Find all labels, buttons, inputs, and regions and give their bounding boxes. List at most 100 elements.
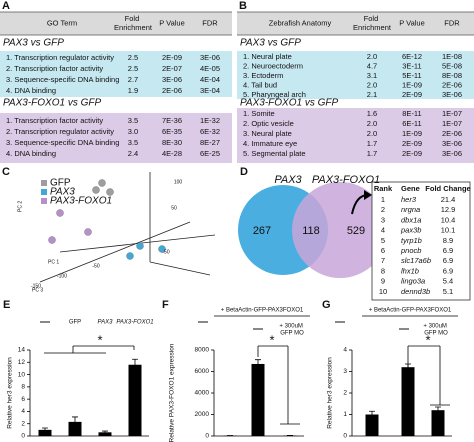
axis-label: PC 3 (32, 287, 43, 293)
row-name: 1. Neural plate (243, 52, 292, 61)
table-cell: 2.4 (128, 149, 138, 158)
row-name: 1. Somite (243, 109, 275, 118)
table-cell: 6E-35 (162, 127, 182, 136)
table-cell: 5E-08 (442, 61, 462, 70)
category-label: PAX3 (98, 320, 114, 326)
table-cell: 10 (379, 287, 387, 296)
table-cell: 8E-08 (442, 71, 462, 80)
legend-label: PAX3-FOXO1 (50, 196, 112, 207)
row-name: 3. Ectoderm (243, 71, 283, 80)
section-box (0, 113, 232, 163)
table-cell: 6.9 (443, 266, 453, 275)
y-tick-label: 2 (21, 420, 25, 427)
column-header: Fold Enrichment (114, 14, 153, 32)
section-title: PAX3-FOXO1 vs GFP (240, 98, 338, 109)
bar (251, 363, 265, 436)
panel-label: C (2, 166, 10, 178)
legend-label: GFP (50, 178, 71, 189)
significance-mark: * (425, 332, 430, 347)
y-axis-label: Relative her3 expression (327, 357, 334, 429)
bar (431, 410, 445, 436)
panel-label: D (240, 166, 248, 178)
table-cell: 2 (381, 205, 385, 214)
panel-label: E (3, 299, 10, 311)
table-cell: slc17a6b (401, 256, 431, 265)
row-name: 2. Optic vesicle (243, 119, 294, 128)
row-name: 1. Transcription regulator activity (6, 53, 114, 62)
category-label: + 300uM GFP MO (423, 323, 448, 336)
column-header: Gene (401, 184, 420, 193)
error-bar (42, 427, 48, 432)
table-cell: 3E-04 (200, 86, 220, 95)
error-bar (369, 410, 375, 418)
table-cell: dennd3b (401, 287, 430, 296)
axis-tick-label: -150 (31, 283, 41, 289)
table-cell: 2E-09 (162, 53, 182, 62)
section-box (0, 51, 232, 97)
set-label: PAX3-FOXO1 (312, 174, 380, 186)
table-cell: 9 (381, 277, 385, 286)
table-cell: 8E-11 (402, 109, 421, 118)
row-name: 4. Immature eye (243, 139, 297, 148)
table-cell: 1.7 (367, 139, 377, 148)
axis-tick-label: -50 (92, 263, 99, 269)
column-header: Rank (374, 184, 393, 193)
y-tick-label: 4000 (195, 390, 210, 397)
table-cell: 2E-09 (402, 149, 422, 158)
panel-label: G (322, 299, 331, 311)
table-cell: 1 (381, 195, 385, 204)
y-tick-label: 0 (21, 433, 25, 440)
error-bar (132, 358, 138, 371)
column-header: Zebrafish Anatomy (269, 18, 332, 27)
table-cell: 2E-06 (442, 129, 462, 138)
table-cell: 7 (381, 256, 385, 265)
table-cell: 1E-07 (442, 109, 462, 118)
table-cell: 3 (381, 215, 385, 224)
category-label: — (40, 317, 50, 328)
y-tick-label: 0 (205, 433, 209, 440)
y-tick-label: 14 (18, 347, 26, 354)
table-cell: 6.9 (443, 246, 453, 255)
legend-swatch (41, 198, 47, 204)
row-name: 2. Neuroectoderm (243, 61, 303, 70)
table-cell: 6E-32 (200, 127, 220, 136)
table-cell: 2.0 (367, 52, 377, 61)
venn-count: 267 (253, 225, 271, 237)
legend-label: PAX3 (50, 187, 75, 198)
y-tick-label: 4 (21, 408, 25, 415)
table-cell: 5 (381, 236, 385, 245)
table-cell: 8E-27 (200, 138, 220, 147)
y-axis-label: Relative her3 expression (7, 357, 14, 429)
row-name: 5. Segmental plate (243, 149, 306, 158)
column-header: Fold Enrichment (353, 14, 392, 32)
table-cell: pax3b (400, 226, 421, 235)
category-label: — (198, 317, 208, 328)
table-cell: 3.1 (367, 71, 377, 80)
table-cell: 12.9 (441, 205, 456, 214)
table-cell: 3.5 (128, 138, 138, 147)
panel-label: A (2, 0, 10, 12)
table-cell: 3E-11 (402, 61, 421, 70)
row-name: 3. Sequence-specific DNA binding (6, 138, 119, 147)
table-cell: pnocb (400, 246, 421, 255)
row-name: 4. DNA binding (6, 149, 56, 158)
category-label: — (399, 324, 409, 335)
section-box (237, 108, 474, 163)
table-cell: 6E-25 (200, 149, 220, 158)
y-axis-label: Relative PAX3-FOXO1 expression (169, 343, 176, 442)
table-cell: 3.0 (128, 127, 138, 136)
header-band (237, 12, 474, 35)
bar (401, 367, 415, 436)
table-cell: 1E-07 (442, 119, 462, 128)
category-label: + 300uM GFP MO (279, 323, 304, 336)
axis-tick-label: -100 (57, 273, 67, 279)
table-cell: 2.0 (367, 129, 377, 138)
column-header: Fold Change (425, 184, 470, 193)
table-cell: 1E-08 (442, 52, 462, 61)
venn-count: 118 (302, 225, 320, 237)
table-cell: 2.5 (128, 64, 138, 73)
row-name: 2. Transcription factor activity (6, 64, 103, 73)
y-tick-label: 2000 (195, 411, 210, 418)
section-title: PAX3-FOXO1 vs GFP (3, 98, 101, 109)
